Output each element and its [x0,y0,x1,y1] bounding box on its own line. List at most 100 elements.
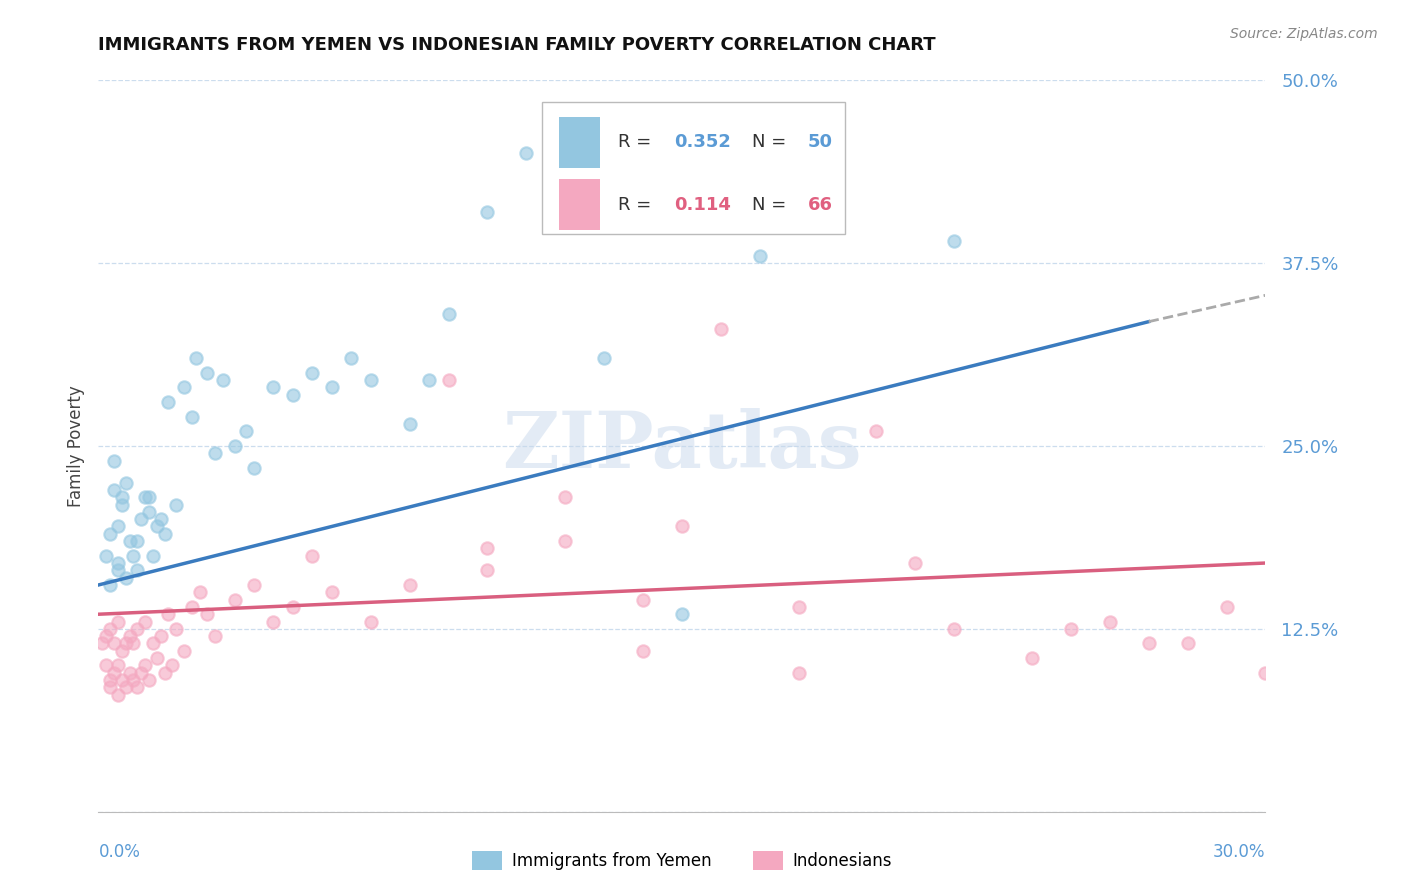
Point [107,519,129,533]
Point [162,658,184,673]
Point [1215,599,1237,614]
Point [122,549,145,563]
Text: IMMIGRANTS FROM YEMEN VS INDONESIAN FAMILY POVERTY CORRELATION CHART: IMMIGRANTS FROM YEMEN VS INDONESIAN FAMI… [98,36,936,54]
Point [865,425,887,439]
Point [138,505,160,519]
Point [180,409,202,424]
Point [224,592,246,607]
Text: 0.114: 0.114 [673,195,731,213]
Point [554,534,576,549]
Point [1137,636,1160,650]
Point [107,556,129,570]
Point [262,380,284,394]
Point [98,578,121,592]
Point [195,366,218,380]
Text: 66: 66 [808,195,832,213]
Point [118,665,141,680]
Legend: Immigrants from Yemen, Indonesians: Immigrants from Yemen, Indonesians [465,844,898,877]
Point [107,615,129,629]
Point [204,629,226,643]
Point [360,615,382,629]
Point [184,351,207,366]
Point [224,439,246,453]
Point [114,571,136,585]
Point [515,146,537,161]
Point [173,644,195,658]
Point [418,373,440,387]
Point [631,592,654,607]
Point [173,380,195,394]
Point [243,461,266,475]
Point [103,636,125,650]
Y-axis label: Family Poverty: Family Poverty [66,385,84,507]
Point [103,483,125,497]
Point [157,395,180,409]
Point [1021,651,1043,665]
Point [631,644,654,658]
Point [437,307,460,321]
Point [103,453,125,467]
Point [91,636,114,650]
Point [1254,665,1277,680]
Point [146,651,169,665]
Point [195,607,218,622]
Point [118,534,141,549]
Point [943,622,966,636]
Point [748,249,770,263]
Bar [560,179,600,230]
Point [146,519,169,533]
Point [787,665,810,680]
Point [157,607,180,622]
Text: N =: N = [752,195,792,213]
Point [111,644,134,658]
Text: R =: R = [617,134,657,152]
Point [138,673,160,687]
Point [281,388,304,402]
Point [129,665,152,680]
Point [127,534,149,549]
Point [188,585,211,599]
FancyBboxPatch shape [541,103,845,234]
Text: R =: R = [617,195,662,213]
Point [107,658,129,673]
Bar [560,117,600,168]
Point [122,636,145,650]
Point [96,549,118,563]
Point [321,380,343,394]
Point [153,526,176,541]
Point [243,578,266,592]
Point [118,629,141,643]
Point [98,622,121,636]
Point [142,549,165,563]
Point [301,366,323,380]
Point [180,599,202,614]
Point [111,673,134,687]
Point [107,688,129,702]
Point [129,512,152,526]
Point [904,556,927,570]
Point [262,615,284,629]
Point [142,636,165,650]
Point [477,563,499,577]
Text: 0.352: 0.352 [673,134,731,152]
Point [111,490,134,504]
Point [212,373,235,387]
Point [96,658,118,673]
Text: 0.0%: 0.0% [98,843,141,861]
Point [787,599,810,614]
Point [96,629,118,643]
Point [360,373,382,387]
Point [138,490,160,504]
Point [134,490,156,504]
Text: N =: N = [752,134,792,152]
Point [340,351,363,366]
Point [1177,636,1199,650]
Point [235,425,257,439]
Point [134,615,156,629]
Text: 50: 50 [808,134,832,152]
Point [321,585,343,599]
Point [710,322,733,336]
Point [204,446,226,460]
Point [398,417,420,431]
Point [114,475,136,490]
